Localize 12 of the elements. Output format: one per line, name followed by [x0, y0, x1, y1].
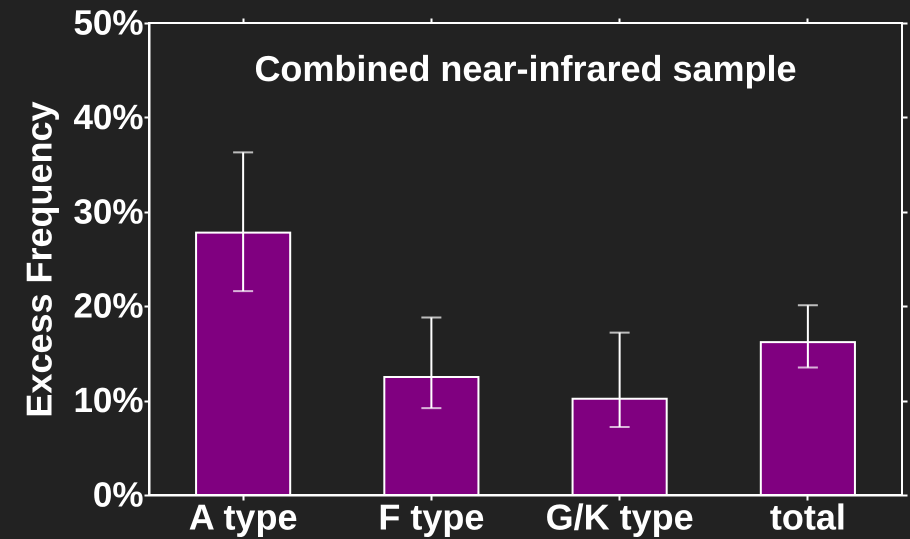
y-tick-label: 50% — [73, 4, 144, 42]
x-tick-label: G/K type — [546, 496, 694, 538]
x-tick-label: total — [770, 496, 846, 538]
y-tick-label: 0% — [92, 476, 144, 514]
y-tick-label: 10% — [73, 381, 144, 420]
y-tick-label: 30% — [73, 192, 144, 232]
x-tick-label: F type — [378, 496, 484, 538]
x-tick-label: A type — [188, 496, 298, 538]
y-tick-label: 40% — [73, 98, 144, 137]
text: Combined near-infrared sample — [254, 48, 797, 89]
y-tick-label: 20% — [73, 286, 144, 326]
y-axis-title: Excess Frequency — [18, 101, 60, 418]
